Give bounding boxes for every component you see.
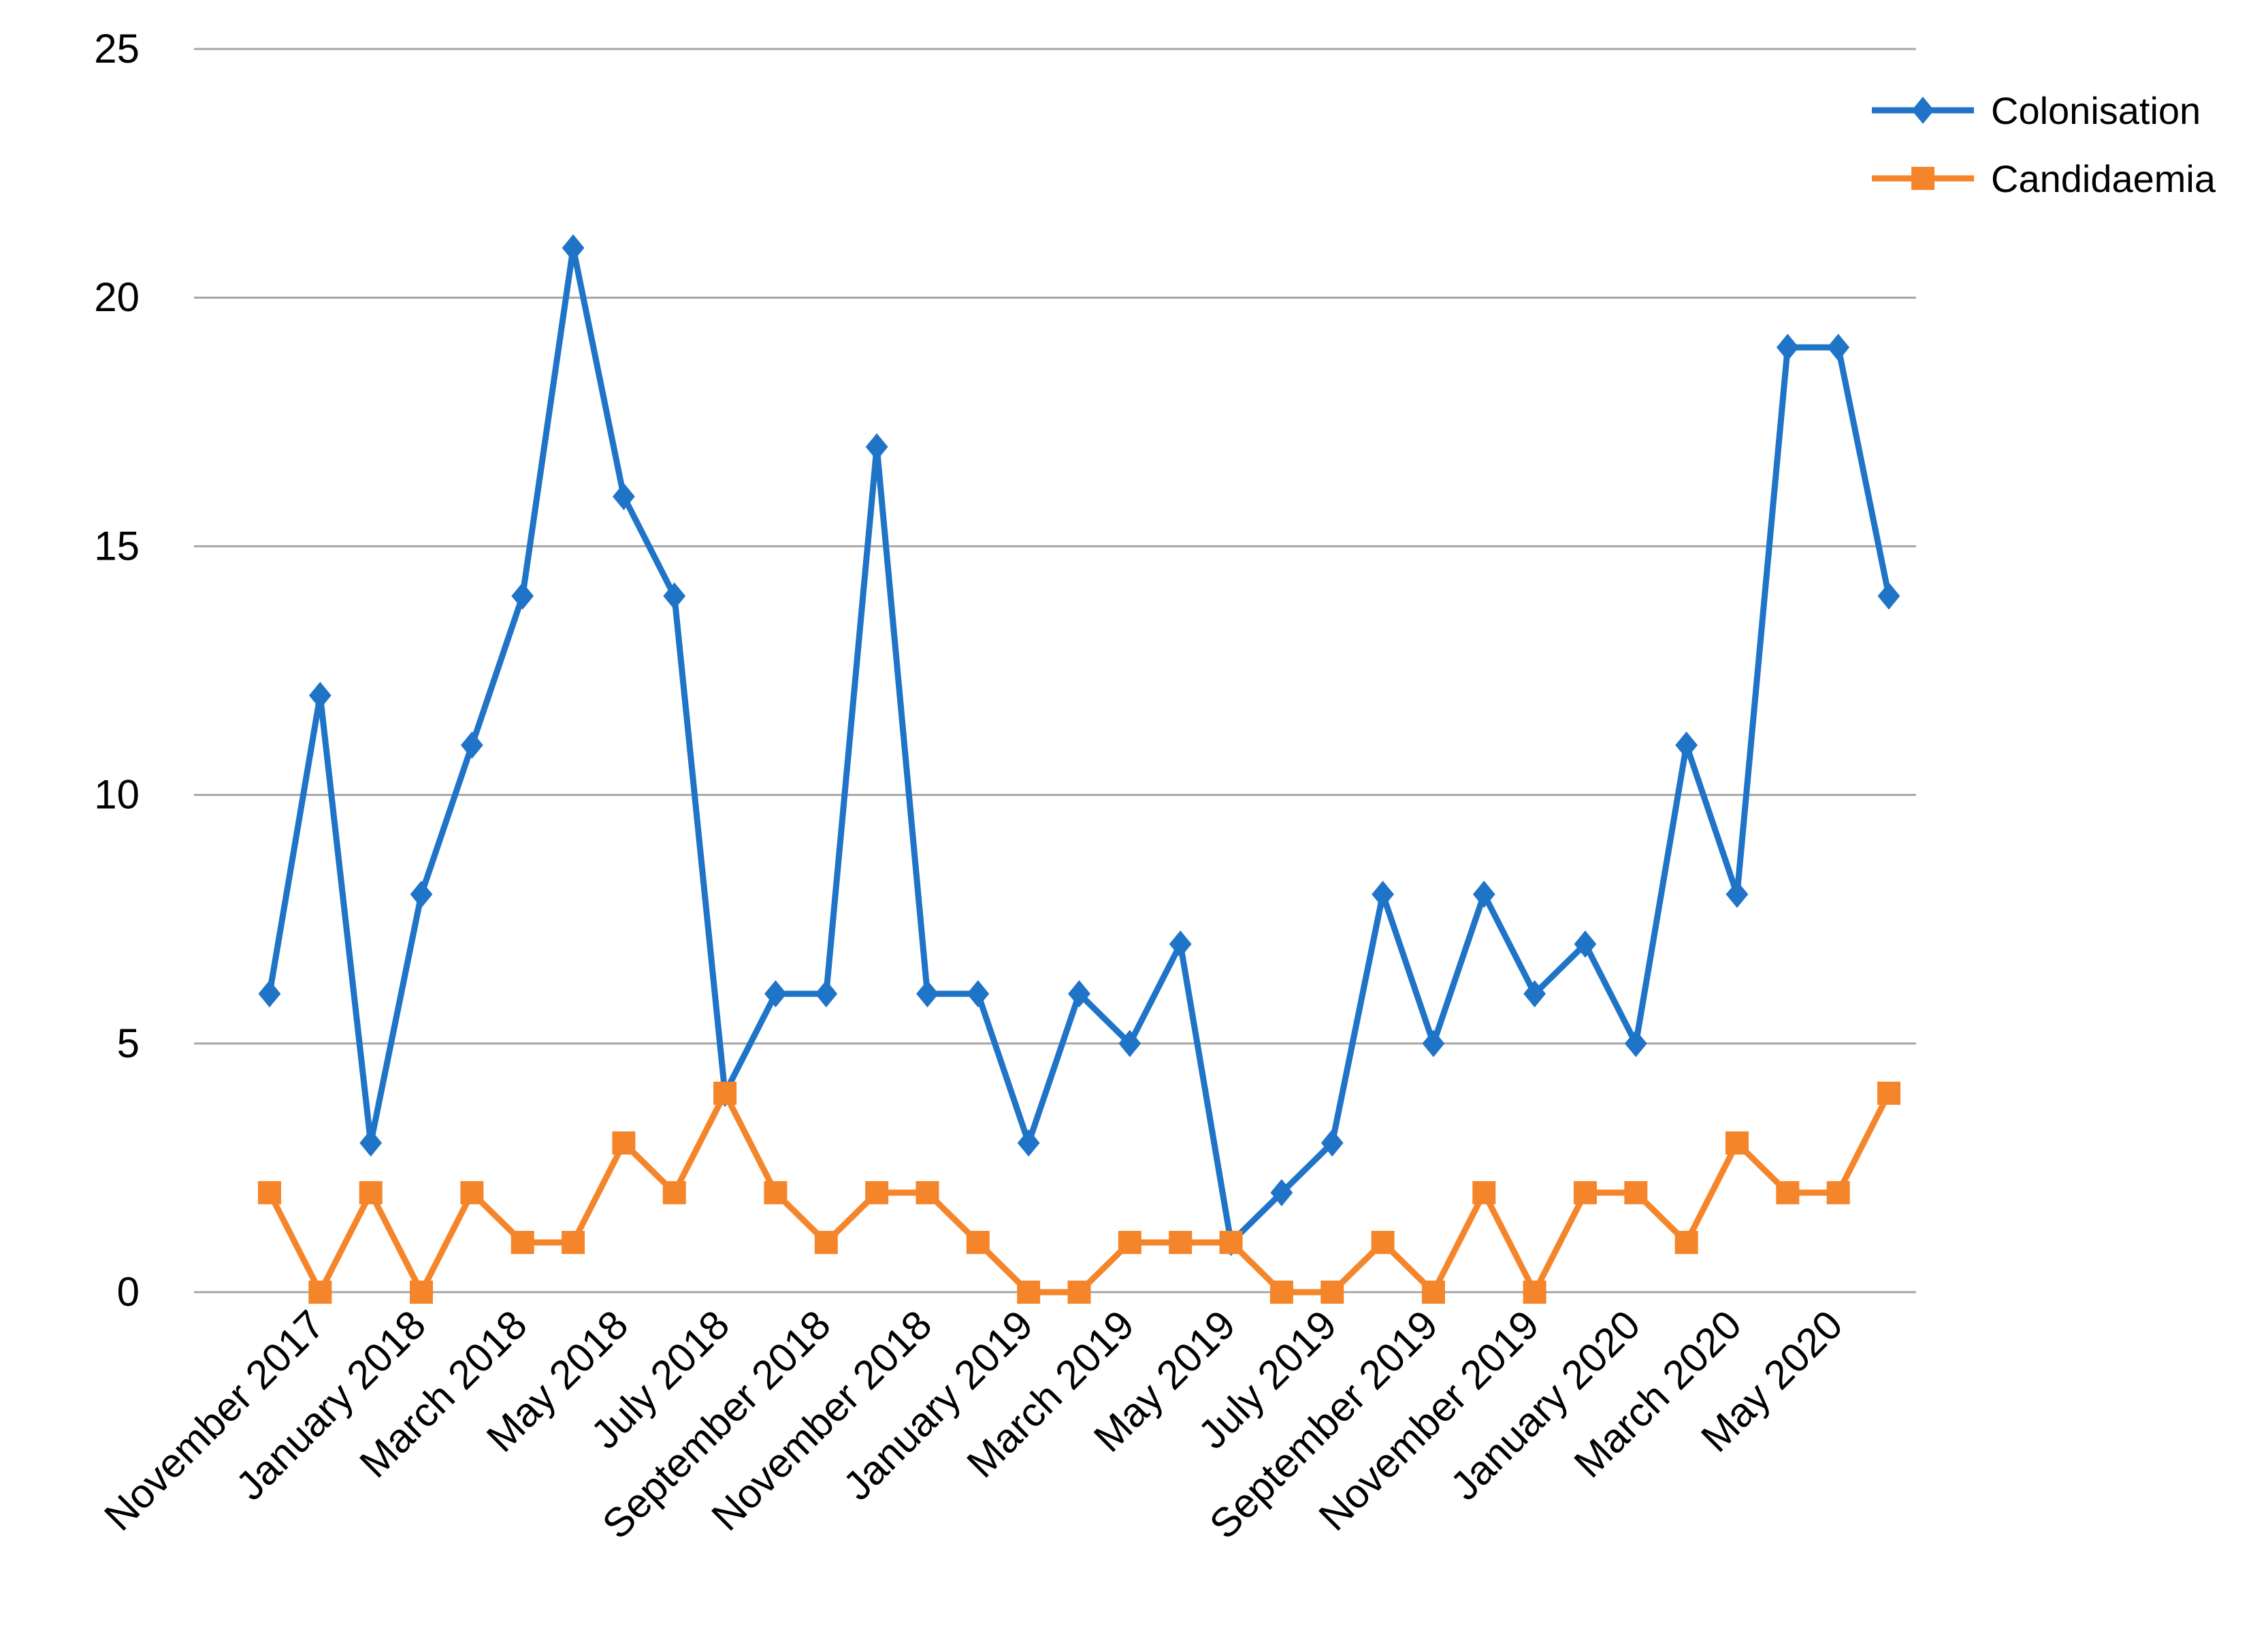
data-point-candidaemia (1725, 1131, 1749, 1155)
data-point-candidaemia (410, 1281, 434, 1304)
y-tick-label: 25 (94, 26, 140, 71)
data-point-candidaemia (713, 1081, 737, 1105)
data-point-candidaemia (562, 1230, 585, 1254)
data-point-colonisation (258, 980, 281, 1008)
data-point-candidaemia (308, 1281, 332, 1304)
data-point-candidaemia (1421, 1281, 1445, 1304)
y-tick-label: 15 (94, 523, 140, 568)
data-point-candidaemia (1776, 1181, 1800, 1204)
legend-item-colonisation: Colonisation (1872, 89, 2201, 132)
data-point-candidaemia (1067, 1281, 1091, 1304)
y-tick-label: 5 (117, 1021, 140, 1066)
data-point-colonisation (1523, 980, 1546, 1008)
data-point-candidaemia (1674, 1230, 1698, 1254)
data-point-candidaemia (1826, 1181, 1850, 1204)
data-point-colonisation (1472, 880, 1495, 908)
data-point-colonisation (865, 433, 888, 461)
data-point-colonisation (1877, 582, 1900, 610)
data-point-candidaemia (1321, 1281, 1344, 1304)
data-point-colonisation (1169, 930, 1192, 958)
data-point-candidaemia (1371, 1230, 1395, 1254)
gridlines (194, 48, 1916, 1294)
data-point-colonisation (916, 980, 939, 1008)
data-point-colonisation (562, 234, 585, 262)
series-layer (258, 234, 1900, 1304)
data-point-colonisation (460, 731, 483, 759)
data-point-candidaemia (764, 1181, 788, 1204)
data-point-candidaemia (966, 1230, 990, 1254)
data-point-colonisation (1675, 731, 1698, 759)
data-point-candidaemia (1523, 1281, 1546, 1304)
data-point-candidaemia (359, 1181, 383, 1204)
series-candidaemia (258, 1081, 1900, 1304)
data-point-colonisation (967, 980, 990, 1008)
data-point-candidaemia (865, 1181, 889, 1204)
data-point-colonisation (1270, 1178, 1293, 1206)
y-tick-label: 20 (94, 274, 140, 320)
series-colonisation (258, 234, 1900, 1256)
data-point-candidaemia (1118, 1230, 1141, 1254)
data-point-candidaemia (1169, 1230, 1193, 1254)
data-point-colonisation (1118, 1029, 1141, 1057)
legend: Colonisation Candidaemia (1872, 89, 2216, 200)
data-point-candidaemia (1269, 1281, 1293, 1304)
data-point-colonisation (663, 582, 686, 610)
legend-label-colonisation: Colonisation (1991, 89, 2201, 132)
y-tick-label: 10 (94, 772, 140, 818)
legend-item-candidaemia: Candidaemia (1872, 157, 2216, 200)
data-point-candidaemia (1017, 1281, 1041, 1304)
data-point-colonisation (1372, 880, 1394, 908)
data-point-colonisation (511, 582, 534, 610)
data-point-colonisation (1624, 1029, 1647, 1057)
data-point-colonisation (1321, 1129, 1344, 1157)
data-point-colonisation (1726, 880, 1749, 908)
data-point-colonisation (1422, 1029, 1445, 1057)
y-tick-label: 0 (117, 1269, 140, 1315)
data-point-colonisation (359, 1129, 383, 1157)
data-point-colonisation (764, 980, 787, 1008)
data-point-candidaemia (814, 1230, 838, 1254)
legend-marker-colonisation (1911, 97, 1934, 124)
data-point-candidaemia (1472, 1181, 1496, 1204)
legend-label-candidaemia: Candidaemia (1991, 157, 2216, 200)
data-point-colonisation (1017, 1129, 1040, 1157)
data-point-candidaemia (460, 1181, 484, 1204)
data-point-colonisation (613, 483, 635, 511)
data-point-candidaemia (1877, 1081, 1900, 1105)
data-point-candidaemia (1573, 1181, 1597, 1204)
data-point-candidaemia (511, 1230, 534, 1254)
series-line-colonisation (266, 244, 1892, 1246)
data-point-candidaemia (916, 1181, 939, 1204)
data-point-colonisation (410, 880, 433, 908)
data-point-colonisation (308, 681, 331, 709)
data-point-colonisation (815, 980, 838, 1008)
data-point-colonisation (1068, 980, 1090, 1008)
data-point-candidaemia (258, 1181, 281, 1204)
data-point-candidaemia (1219, 1230, 1243, 1254)
data-point-candidaemia (662, 1181, 686, 1204)
data-point-colonisation (1574, 930, 1597, 958)
data-point-colonisation (1827, 334, 1850, 362)
data-point-candidaemia (612, 1131, 636, 1155)
legend-marker-candidaemia (1911, 167, 1934, 190)
data-point-candidaemia (1624, 1181, 1648, 1204)
data-point-colonisation (1776, 334, 1799, 362)
y-axis-tick-labels: 0 5 10 15 20 25 (94, 26, 140, 1315)
